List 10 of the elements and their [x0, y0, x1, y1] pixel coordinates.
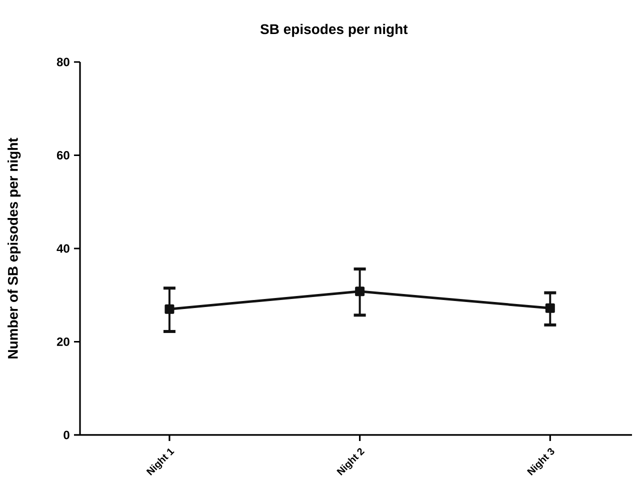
chart-title: SB episodes per night	[260, 24, 408, 37]
point	[355, 286, 365, 296]
y-tick-label: 40	[56, 244, 70, 253]
y-tick-label: 20	[56, 337, 70, 346]
y-axis-title: Number of SB episodes per night	[8, 138, 21, 358]
point	[545, 303, 555, 313]
y-tick-label: 80	[56, 58, 70, 66]
y-tick-label: 0	[64, 430, 70, 440]
y-tick-label: 60	[56, 151, 70, 160]
point	[164, 304, 174, 314]
